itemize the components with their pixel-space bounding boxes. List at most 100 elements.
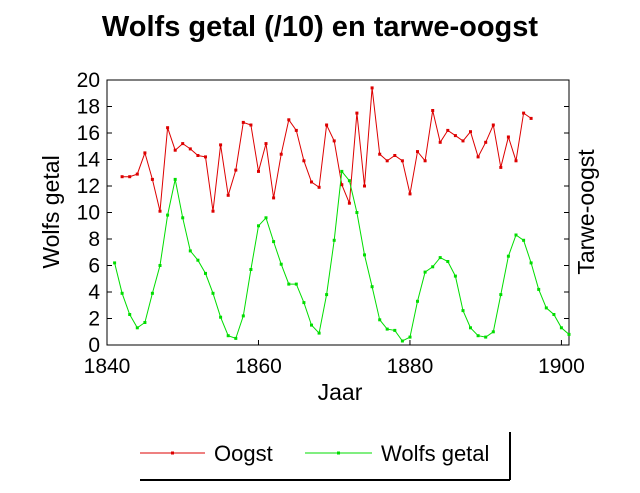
- data-point-wolfs-getal: [514, 233, 518, 237]
- data-point-wolfs-getal: [287, 282, 291, 286]
- y-tick-label: 20: [77, 69, 100, 92]
- data-point-oogst: [393, 154, 397, 157]
- data-point-oogst: [506, 135, 510, 139]
- data-point-oogst: [514, 159, 518, 163]
- data-point-oogst: [279, 152, 283, 156]
- data-point-wolfs-getal: [158, 264, 162, 267]
- data-point-oogst: [446, 128, 450, 132]
- data-point-wolfs-getal: [347, 179, 351, 183]
- series-line-wolfs-getal: [114, 170, 570, 342]
- series-wolfs-getal: [113, 169, 571, 343]
- data-point-oogst: [219, 143, 223, 147]
- y-tick-label: 18: [77, 96, 100, 119]
- data-point-oogst: [332, 139, 336, 143]
- data-point-wolfs-getal: [340, 169, 344, 173]
- data-point-wolfs-getal: [431, 265, 435, 269]
- data-point-wolfs-getal: [370, 285, 374, 289]
- data-point-wolfs-getal: [188, 249, 192, 253]
- data-point-oogst: [310, 180, 313, 184]
- data-point-oogst: [173, 148, 177, 152]
- data-point-oogst: [150, 177, 154, 181]
- data-point-wolfs-getal: [416, 299, 419, 303]
- data-point-wolfs-getal: [302, 301, 306, 305]
- data-point-wolfs-getal: [423, 270, 427, 274]
- data-point-wolfs-getal: [173, 177, 177, 181]
- data-point-wolfs-getal: [241, 314, 245, 318]
- data-point-oogst: [143, 151, 147, 155]
- data-point-oogst: [423, 159, 427, 163]
- data-point-oogst: [476, 155, 480, 159]
- data-point-oogst: [529, 116, 533, 120]
- series-layer: [113, 86, 571, 343]
- data-point-wolfs-getal: [355, 211, 359, 214]
- data-point-oogst: [181, 142, 185, 146]
- legend-marker-oogst: [171, 451, 174, 455]
- data-point-oogst: [385, 159, 389, 163]
- data-point-oogst: [166, 126, 170, 130]
- data-point-oogst: [272, 196, 276, 200]
- data-point-wolfs-getal: [499, 293, 503, 297]
- data-point-oogst: [469, 130, 472, 134]
- y-tick-label: 10: [77, 202, 100, 225]
- x-axis-ticks: 1840 1860 1880 1900: [84, 340, 585, 378]
- data-point-wolfs-getal: [310, 323, 313, 327]
- x-tick-label: 1900: [538, 355, 585, 378]
- data-point-wolfs-getal: [211, 291, 215, 295]
- data-point-oogst: [491, 123, 495, 127]
- data-point-wolfs-getal: [257, 224, 260, 228]
- data-point-oogst: [204, 155, 207, 159]
- data-point-oogst: [325, 123, 329, 127]
- data-point-wolfs-getal: [567, 332, 571, 336]
- y-tick-label: 0: [88, 334, 100, 357]
- data-point-wolfs-getal: [461, 309, 465, 313]
- data-point-wolfs-getal: [537, 287, 541, 291]
- data-point-wolfs-getal: [234, 336, 238, 340]
- y-axis-label: Wolfs getal: [38, 155, 64, 268]
- y-tick-label: 8: [88, 228, 100, 251]
- data-point-wolfs-getal: [544, 306, 548, 310]
- data-point-wolfs-getal: [166, 213, 170, 217]
- data-point-oogst: [438, 140, 442, 144]
- data-point-wolfs-getal: [226, 334, 230, 338]
- data-point-oogst: [408, 192, 412, 196]
- series-line-oogst: [122, 87, 532, 212]
- data-point-wolfs-getal: [476, 334, 480, 338]
- data-point-wolfs-getal: [484, 335, 488, 339]
- data-point-wolfs-getal: [529, 261, 533, 265]
- data-point-oogst: [128, 175, 132, 179]
- data-point-oogst: [378, 152, 382, 156]
- data-point-oogst: [196, 154, 200, 157]
- legend-label-wolfs-getal: Wolfs getal: [381, 441, 489, 466]
- data-point-wolfs-getal: [446, 260, 450, 263]
- data-point-wolfs-getal: [279, 262, 283, 266]
- plot-frame: [106, 79, 570, 346]
- data-point-oogst: [302, 159, 306, 163]
- data-point-wolfs-getal: [181, 216, 185, 220]
- data-point-wolfs-getal: [363, 253, 366, 257]
- data-point-oogst: [188, 147, 192, 151]
- data-point-oogst: [317, 185, 321, 189]
- y-axis-ticks: 0 2 4 6 8 10 12 14 16 18 20: [77, 69, 569, 357]
- data-point-wolfs-getal: [325, 293, 329, 297]
- data-point-wolfs-getal: [143, 321, 147, 324]
- data-point-oogst: [120, 175, 124, 179]
- data-point-wolfs-getal: [196, 258, 200, 262]
- data-point-wolfs-getal: [150, 291, 154, 295]
- data-point-oogst: [522, 111, 526, 115]
- data-point-wolfs-getal: [332, 238, 336, 242]
- y-tick-label: 2: [88, 308, 100, 331]
- data-point-wolfs-getal: [135, 326, 139, 330]
- data-point-oogst: [363, 184, 366, 188]
- data-point-wolfs-getal: [408, 335, 412, 339]
- data-point-oogst: [499, 165, 503, 169]
- data-point-wolfs-getal: [453, 274, 457, 278]
- legend: Oogst Wolfs getal: [140, 432, 511, 481]
- legend-label-oogst: Oogst: [214, 441, 273, 466]
- data-point-wolfs-getal: [249, 268, 253, 271]
- data-point-wolfs-getal: [204, 271, 207, 275]
- data-point-oogst: [484, 140, 488, 144]
- legend-marker-wolfs-getal: [337, 451, 340, 455]
- x-tick-label: 1880: [387, 355, 434, 378]
- data-point-oogst: [241, 120, 245, 124]
